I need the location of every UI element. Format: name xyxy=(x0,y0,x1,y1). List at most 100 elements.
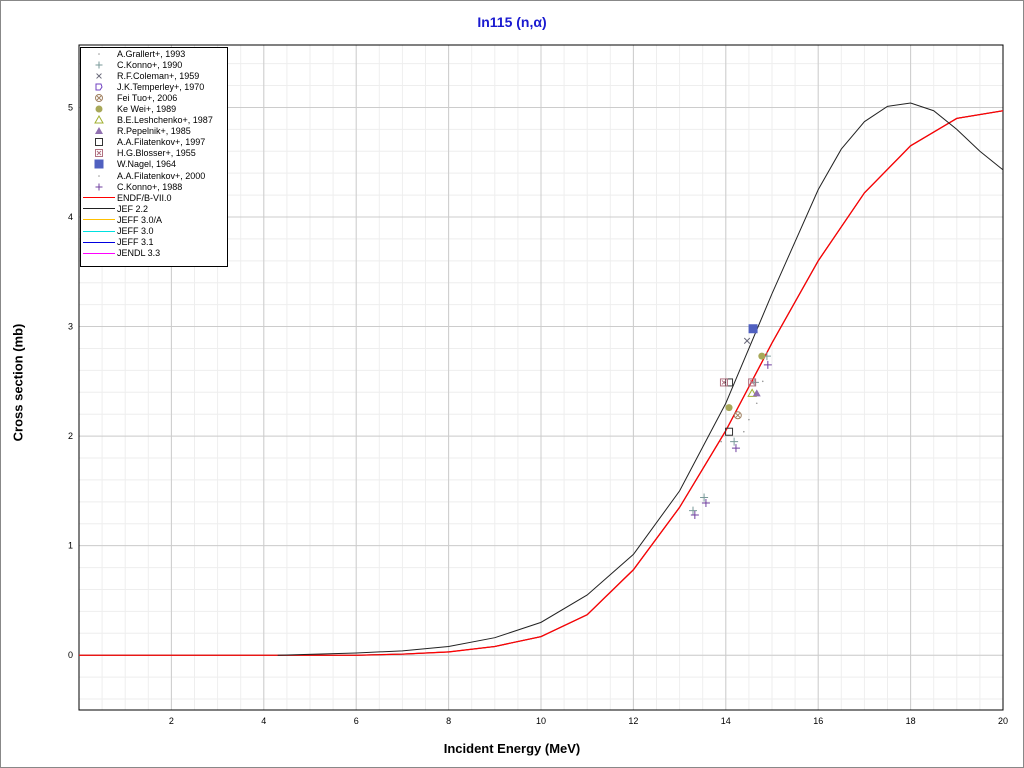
legend-item: C.Konno+, 1990 xyxy=(81,59,227,70)
data-point-h-g-blosser-1955 xyxy=(748,378,757,387)
series-line-jef-2-2 xyxy=(277,102,1004,656)
data-point-c-konno-1988 xyxy=(731,444,740,453)
data-point-ke-wei-1989 xyxy=(758,352,766,360)
legend-item: B.E.Leshchenko+, 1987 xyxy=(81,115,227,126)
data-point-a-a-filatenkov-2000 xyxy=(748,418,750,421)
legend-label: C.Konno+, 1988 xyxy=(117,181,183,192)
legend-swatch xyxy=(81,159,117,169)
legend-label: R.Pepelnik+, 1985 xyxy=(117,126,191,137)
x-axis-label: Incident Energy (MeV) xyxy=(443,741,581,756)
legend-label: Fei Tuo+, 2006 xyxy=(117,92,178,103)
data-point-c-konno-1990 xyxy=(688,506,697,515)
x-tick-label: 4 xyxy=(261,716,266,726)
legend-item: A.A.Filatenkov+, 2000 xyxy=(81,170,227,181)
legend-swatch xyxy=(81,219,117,221)
legend-swatch xyxy=(81,241,117,243)
legend-swatch xyxy=(81,208,117,210)
legend-label: H.G.Blosser+, 1955 xyxy=(117,148,196,159)
legend-item: A.Grallert+, 1993 xyxy=(81,48,227,59)
legend-swatch xyxy=(81,230,117,232)
data-point-c-konno-1988 xyxy=(763,360,772,369)
data-point-c-konno-1988 xyxy=(690,510,699,519)
legend-item: Ke Wei+, 1989 xyxy=(81,103,227,114)
legend-label: C.Konno+, 1990 xyxy=(117,59,183,70)
x-tick-label: 12 xyxy=(628,716,638,726)
legend-label: J.K.Temperley+, 1970 xyxy=(117,81,205,92)
legend-item: R.Pepelnik+, 1985 xyxy=(81,126,227,137)
data-point-c-konno-1990 xyxy=(700,493,709,502)
legend-swatch xyxy=(81,171,117,181)
x-tick-label: 10 xyxy=(536,716,546,726)
legend-swatch xyxy=(81,126,117,136)
legend-item: JEFF 3.0/A xyxy=(81,214,227,225)
legend-label: B.E.Leshchenko+, 1987 xyxy=(117,115,213,126)
legend-item: JENDL 3.3 xyxy=(81,248,227,259)
x-tick-label: 16 xyxy=(813,716,823,726)
data-point-r-f-coleman-1959 xyxy=(743,337,751,344)
legend-item: ENDF/B-VII.0 xyxy=(81,192,227,203)
y-tick-label: 5 xyxy=(68,102,73,112)
legend-label: R.F.Coleman+, 1959 xyxy=(117,70,200,81)
legend-swatch xyxy=(81,197,117,199)
legend-swatch xyxy=(81,71,117,81)
chart-title: In115 (n,α) xyxy=(477,14,547,30)
data-point-w-nagel-1964 xyxy=(748,324,758,334)
legend-item: J.K.Temperley+, 1970 xyxy=(81,81,227,92)
legend-item: Fei Tuo+, 2006 xyxy=(81,92,227,103)
plot-border xyxy=(78,44,1004,711)
data-point-ke-wei-1989 xyxy=(725,404,733,412)
data-point-c-konno-1988 xyxy=(701,498,710,507)
legend-swatch xyxy=(81,49,117,59)
data-point-a-grallert-1993 xyxy=(761,380,764,383)
legend-swatch xyxy=(81,137,117,147)
data-point-a-grallert-1993 xyxy=(743,430,745,433)
legend-label: ENDF/B-VII.0 xyxy=(117,192,172,203)
legend-label: Ke Wei+, 1989 xyxy=(117,104,177,115)
x-tick-label: 6 xyxy=(354,716,359,726)
legend-item: JEFF 3.0 xyxy=(81,226,227,237)
x-tick-label: 20 xyxy=(998,716,1008,726)
series-line-endf-b-vii-0 xyxy=(79,110,1004,656)
data-point-h-g-blosser-1955 xyxy=(719,378,728,387)
y-tick-label: 1 xyxy=(68,541,73,551)
legend-label: A.A.Filatenkov+, 1997 xyxy=(117,137,206,148)
data-point-r-pepelnik-1985 xyxy=(752,389,761,397)
legend-item: W.Nagel, 1964 xyxy=(81,159,227,170)
y-tick-label: 4 xyxy=(68,212,73,222)
data-point-b-e-leshchenko-1987 xyxy=(747,388,757,397)
legend-label: JEFF 3.0/A xyxy=(117,214,163,225)
y-tick-label: 0 xyxy=(68,650,73,660)
legend-item: A.A.Filatenkov+, 1997 xyxy=(81,137,227,148)
legend-label: JEF 2.2 xyxy=(117,203,149,214)
legend-item: R.F.Coleman+, 1959 xyxy=(81,70,227,81)
legend: A.Grallert+, 1993 C.Konno+, 1990 R.F.Colem… xyxy=(80,47,228,267)
legend-label: W.Nagel, 1964 xyxy=(117,159,177,170)
legend-swatch xyxy=(81,93,117,103)
data-point-c-konno-1990 xyxy=(730,437,739,446)
data-point-a-a-filatenkov-1997 xyxy=(725,378,734,387)
legend-label: JEFF 3.0 xyxy=(117,226,154,237)
legend-label: A.Grallert+, 1993 xyxy=(117,48,186,59)
legend-label: A.A.Filatenkov+, 2000 xyxy=(117,170,206,181)
x-tick-label: 18 xyxy=(906,716,916,726)
legend-item: JEF 2.2 xyxy=(81,203,227,214)
legend-label: JEFF 3.1 xyxy=(117,237,154,248)
x-tick-label: 2 xyxy=(169,716,174,726)
y-tick-label: 3 xyxy=(68,322,73,332)
legend-item: JEFF 3.1 xyxy=(81,237,227,248)
legend-swatch xyxy=(81,252,117,254)
data-point-a-a-filatenkov-1997 xyxy=(725,427,734,436)
data-point-a-a-filatenkov-2000 xyxy=(720,440,722,443)
x-tick-label: 14 xyxy=(721,716,731,726)
y-tick-label: 2 xyxy=(68,431,73,441)
x-tick-label: 8 xyxy=(446,716,451,726)
data-point-fei-tuo-2006 xyxy=(733,411,742,420)
legend-swatch xyxy=(81,82,117,92)
legend-item: C.Konno+, 1988 xyxy=(81,181,227,192)
legend-swatch xyxy=(81,182,117,192)
data-point-a-grallert-1993 xyxy=(755,402,758,405)
legend-swatch xyxy=(81,115,117,125)
legend-swatch xyxy=(81,60,117,70)
legend-label: JENDL 3.3 xyxy=(117,248,161,259)
